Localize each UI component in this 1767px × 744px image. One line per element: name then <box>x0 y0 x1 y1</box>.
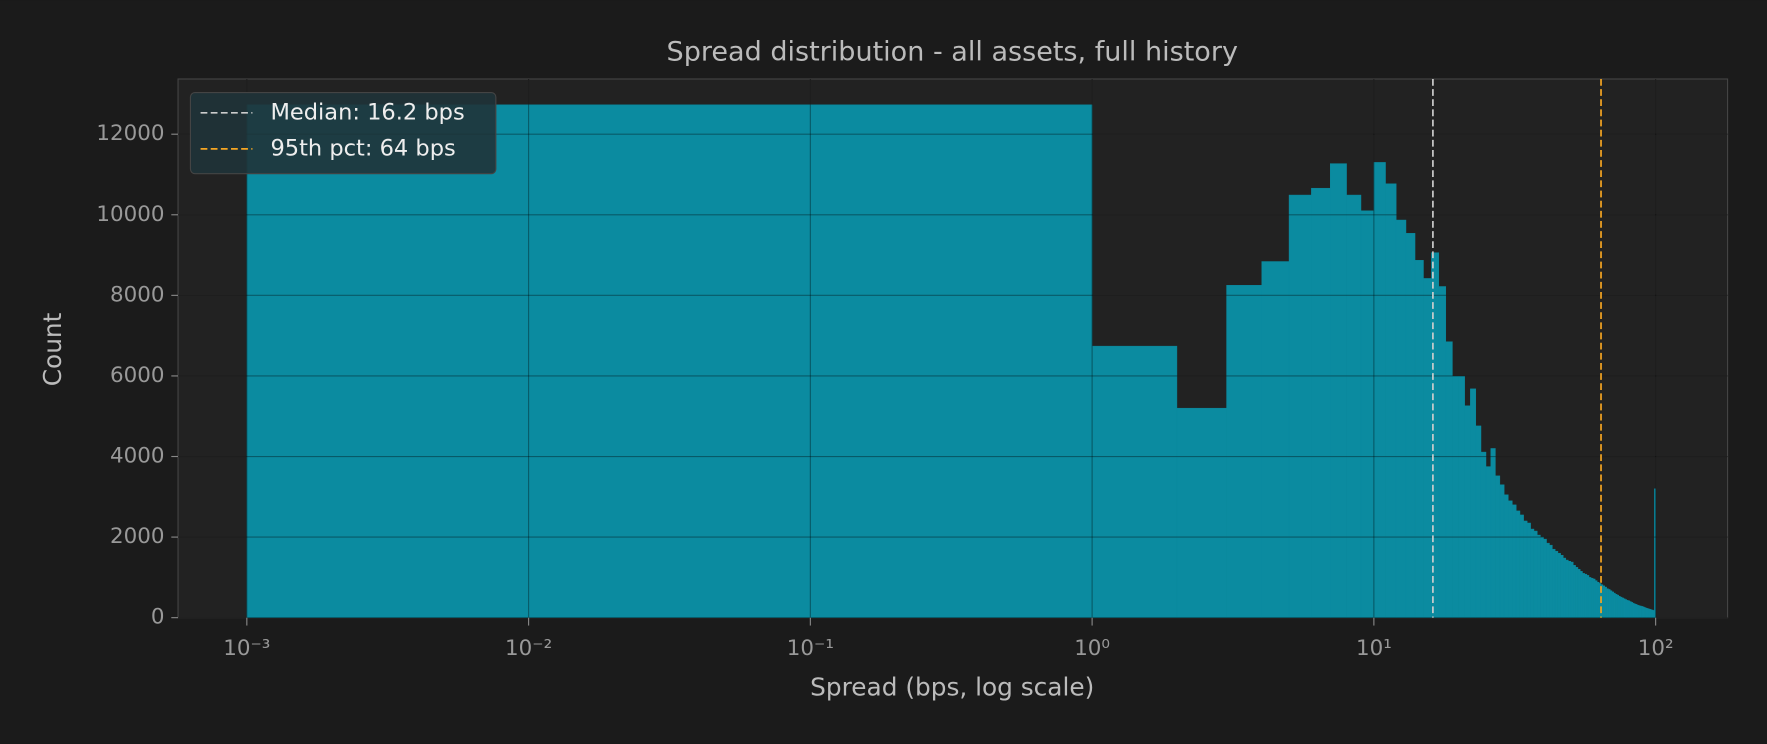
bar <box>1546 542 1550 618</box>
bar <box>1360 210 1375 618</box>
bar <box>1557 552 1561 618</box>
bar <box>1615 594 1618 618</box>
bar <box>1610 590 1613 618</box>
bar <box>1495 475 1501 618</box>
bar <box>1470 388 1477 618</box>
y-tick-label: 4000 <box>110 444 164 469</box>
y-tick-label: 12000 <box>96 121 164 146</box>
bar <box>1385 183 1397 618</box>
bar <box>1568 561 1572 618</box>
x-axis-label: Spread (bps, log scale) <box>810 673 1094 702</box>
bar <box>1540 536 1544 618</box>
bar <box>1560 554 1564 618</box>
bar <box>1330 163 1347 618</box>
bar <box>1533 530 1538 618</box>
bar <box>1226 285 1262 618</box>
bar <box>1485 466 1492 618</box>
bar <box>246 104 1093 618</box>
bar <box>1573 565 1576 618</box>
bar <box>1611 591 1614 618</box>
bar <box>1616 594 1620 618</box>
bar <box>1373 162 1386 618</box>
bar <box>1588 577 1592 618</box>
bar <box>1346 194 1362 618</box>
legend-label: Median: 16.2 bps <box>270 99 464 125</box>
bar <box>1543 538 1547 618</box>
bar <box>1176 407 1227 618</box>
bar <box>1458 376 1465 618</box>
bar <box>1490 448 1496 618</box>
bar <box>1395 219 1407 618</box>
bar <box>1423 278 1432 618</box>
y-tick-label: 6000 <box>110 363 164 388</box>
bar <box>1621 597 1624 618</box>
bar <box>1480 451 1487 618</box>
bar <box>1414 260 1424 618</box>
x-tick-label: 10⁻¹ <box>787 636 834 661</box>
bar <box>1620 596 1623 618</box>
bar <box>1580 571 1583 618</box>
bar <box>1586 575 1590 618</box>
y-tick-label: 2000 <box>110 524 164 549</box>
bar <box>1563 557 1567 618</box>
bar <box>1554 550 1559 618</box>
bar <box>1530 528 1535 618</box>
bar <box>1311 187 1331 618</box>
bar <box>1570 561 1574 618</box>
bar <box>1594 580 1598 618</box>
x-tick-label: 10⁻³ <box>223 636 270 661</box>
bar <box>1091 345 1178 618</box>
bar <box>1438 286 1447 618</box>
bar <box>1608 589 1611 618</box>
legend-box <box>189 91 497 175</box>
bar <box>1452 376 1459 618</box>
bar <box>1590 577 1594 618</box>
y-tick-label: 0 <box>151 605 165 630</box>
bar <box>1596 581 1600 618</box>
legend-label: 95th pct: 64 bps <box>270 135 455 161</box>
x-tick-label: 10² <box>1638 636 1674 661</box>
bar <box>1602 585 1606 618</box>
bar <box>1577 569 1581 618</box>
y-tick-label: 8000 <box>110 282 164 307</box>
bar <box>1604 586 1607 618</box>
bar <box>1512 504 1517 618</box>
bar <box>1537 534 1541 618</box>
bar <box>1618 596 1621 618</box>
bar <box>1592 578 1596 618</box>
bar <box>1499 484 1505 618</box>
bar <box>1565 559 1569 618</box>
bar <box>1625 599 1628 618</box>
bar <box>1515 510 1521 618</box>
x-tick-label: 10¹ <box>1356 636 1392 661</box>
bar <box>1288 194 1312 618</box>
bar <box>1584 573 1588 618</box>
bar <box>1508 500 1513 618</box>
bar <box>1445 341 1453 618</box>
bar <box>1519 514 1524 618</box>
bar <box>1475 425 1482 618</box>
bar <box>1523 520 1528 618</box>
y-axis-label: Count <box>38 312 67 386</box>
bar <box>1549 544 1553 618</box>
bar <box>1654 488 1656 618</box>
bar <box>1503 494 1509 618</box>
x-tick-label: 10⁰ <box>1074 636 1110 661</box>
bar <box>1628 600 1631 618</box>
bar <box>1261 261 1290 618</box>
bar <box>1582 573 1585 618</box>
bar <box>1626 600 1629 618</box>
bar <box>1623 598 1626 618</box>
bar <box>1405 233 1416 618</box>
chart-title: Spread distribution - all assets, full h… <box>667 37 1238 68</box>
bar <box>1606 588 1609 618</box>
y-tick-label: 10000 <box>96 202 164 227</box>
bar <box>1464 405 1471 618</box>
bar <box>1575 567 1579 618</box>
bar <box>1613 592 1616 618</box>
x-tick-label: 10⁻² <box>505 636 552 661</box>
bar <box>1552 548 1556 618</box>
